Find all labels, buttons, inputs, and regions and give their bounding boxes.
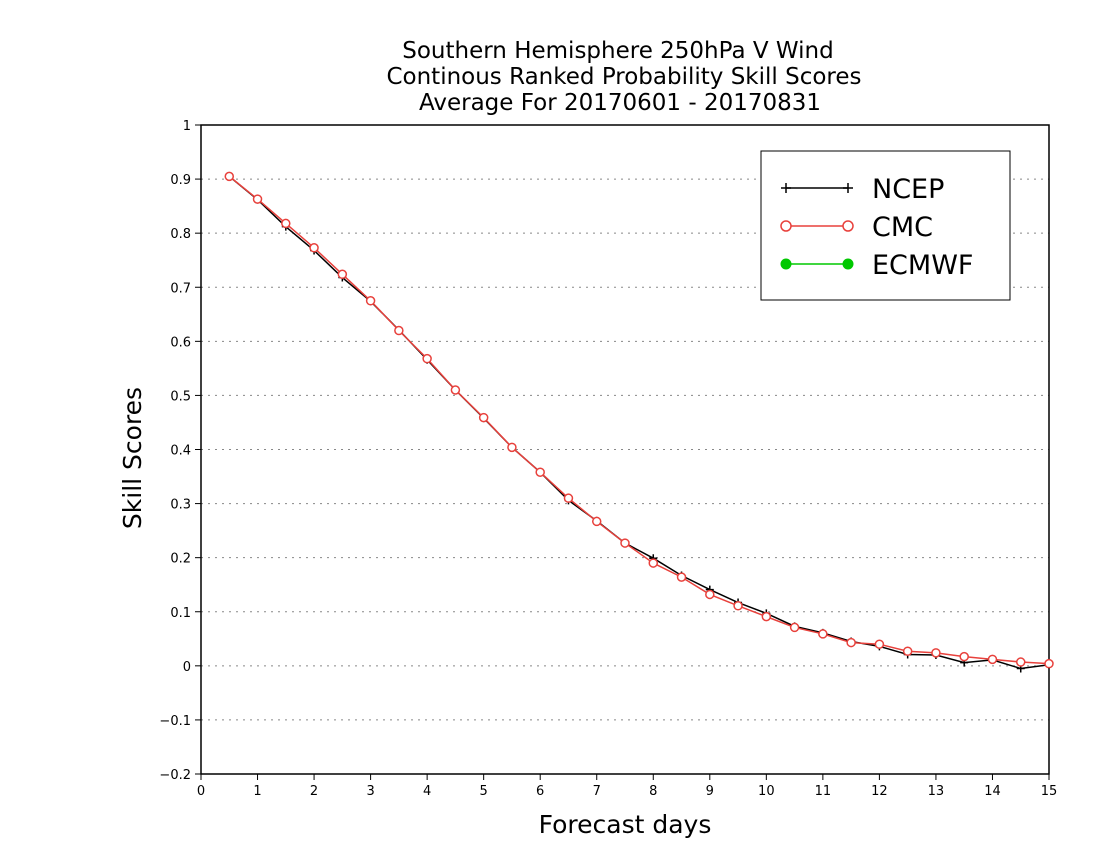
cmc-point xyxy=(874,639,885,649)
cmc-point xyxy=(705,589,715,600)
y-tick-label: 0 xyxy=(183,660,191,675)
cmc-point xyxy=(733,601,743,611)
x-tick-label: 6 xyxy=(536,784,544,799)
cmc-point xyxy=(450,385,461,395)
y-tick-label: 0.8 xyxy=(170,227,191,242)
cmc-point xyxy=(761,611,772,622)
legend-item-ncep: NCEP xyxy=(781,174,944,205)
y-tick-label: 0.4 xyxy=(170,444,191,459)
cmc-point xyxy=(648,558,659,568)
chart-title-line-2: Continous Ranked Probability Skill Score… xyxy=(386,64,861,90)
y-tick-label: 0.3 xyxy=(170,498,191,513)
cmc-point xyxy=(478,412,489,423)
cmc-point xyxy=(1044,658,1054,669)
cmc-point xyxy=(224,171,235,182)
cmc-point xyxy=(337,269,348,280)
x-tick-label: 12 xyxy=(871,784,888,799)
x-tick-label: 7 xyxy=(593,784,601,799)
cmc-point xyxy=(309,243,319,253)
cmc-point xyxy=(959,651,969,662)
y-tick-label: 0.7 xyxy=(170,281,191,296)
x-tick-label: 4 xyxy=(423,784,431,799)
y-tick-label: 0.9 xyxy=(170,173,191,188)
cmc-point xyxy=(789,622,800,633)
y-axis-ticks: −0.2 −0.1 0 0.1 0.2 0.3 0.4 0.5 0.6 0.7 0.8 0.9 1 xyxy=(159,119,201,783)
x-tick-label: 9 xyxy=(706,784,714,799)
cmc-point xyxy=(507,442,517,453)
x-tick-label: 11 xyxy=(815,784,832,799)
y-axis-label: Skill Scores xyxy=(118,387,147,529)
x-tick-label: 8 xyxy=(649,784,657,799)
cmc-point xyxy=(422,353,432,364)
x-tick-label: 1 xyxy=(253,784,261,799)
x-tick-label: 2 xyxy=(310,784,318,799)
x-tick-label: 0 xyxy=(197,784,205,799)
y-tick-label: 0.6 xyxy=(170,335,191,350)
x-tick-label: 15 xyxy=(1041,784,1058,799)
y-tick-label: 0.2 xyxy=(170,552,191,567)
cmc-point xyxy=(846,637,856,648)
legend-swatch-marker xyxy=(843,183,853,193)
x-tick-label: 3 xyxy=(366,784,374,799)
legend-label-cmc: CMC xyxy=(872,212,933,243)
cmc-point xyxy=(987,654,998,665)
legend-items: NCEP CMC ECMWF xyxy=(780,174,973,281)
chart-title-line-1: Southern Hemisphere 250hPa V Wind xyxy=(402,38,833,64)
legend-swatch-marker xyxy=(842,258,854,270)
y-tick-label: −0.1 xyxy=(159,714,191,729)
x-axis-label: Forecast days xyxy=(539,810,712,839)
cmc-point xyxy=(931,648,941,658)
legend-swatch-marker xyxy=(781,183,791,193)
legend-label-ncep: NCEP xyxy=(872,174,944,205)
y-tick-label: 0.5 xyxy=(170,389,191,404)
chart-title: Southern Hemisphere 250hPa V Wind Contin… xyxy=(386,38,861,116)
cmc-point xyxy=(535,467,545,477)
legend-swatch-marker xyxy=(780,220,792,232)
cmc-point xyxy=(394,325,404,336)
cmc-point xyxy=(818,629,828,639)
y-tick-label: −0.2 xyxy=(159,768,191,783)
x-tick-label: 10 xyxy=(758,784,775,799)
series-lines xyxy=(224,171,1054,673)
cmc-point xyxy=(591,516,602,527)
y-tick-label: 0.1 xyxy=(170,606,191,621)
cmc-point xyxy=(281,218,291,229)
x-tick-label: 13 xyxy=(928,784,945,799)
cmc-series xyxy=(224,171,1054,669)
legend-item-cmc: CMC xyxy=(780,212,933,243)
cmc-point xyxy=(563,493,574,503)
x-axis-ticks: 0 1 2 3 4 5 6 7 8 9 10 11 12 13 14 15 xyxy=(197,774,1057,799)
legend-label-ecmwf: ECMWF xyxy=(872,250,973,281)
x-tick-label: 5 xyxy=(480,784,488,799)
grid-lines xyxy=(201,178,1049,721)
legend: NCEP CMC ECMWF xyxy=(760,150,1011,301)
cmc-point xyxy=(902,646,913,656)
x-tick-label: 14 xyxy=(984,784,1001,799)
cmc-point xyxy=(676,572,687,582)
cmc-point xyxy=(365,296,376,306)
legend-swatch-marker xyxy=(780,258,792,270)
cmc-point xyxy=(620,538,630,548)
cmc-point xyxy=(252,194,263,204)
legend-item-ecmwf: ECMWF xyxy=(780,250,973,281)
cmc-point xyxy=(1015,657,1026,667)
legend-swatch-marker xyxy=(842,220,854,232)
y-tick-label: 1 xyxy=(183,119,191,134)
chart-title-line-3: Average For 20170601 - 20170831 xyxy=(419,90,821,116)
